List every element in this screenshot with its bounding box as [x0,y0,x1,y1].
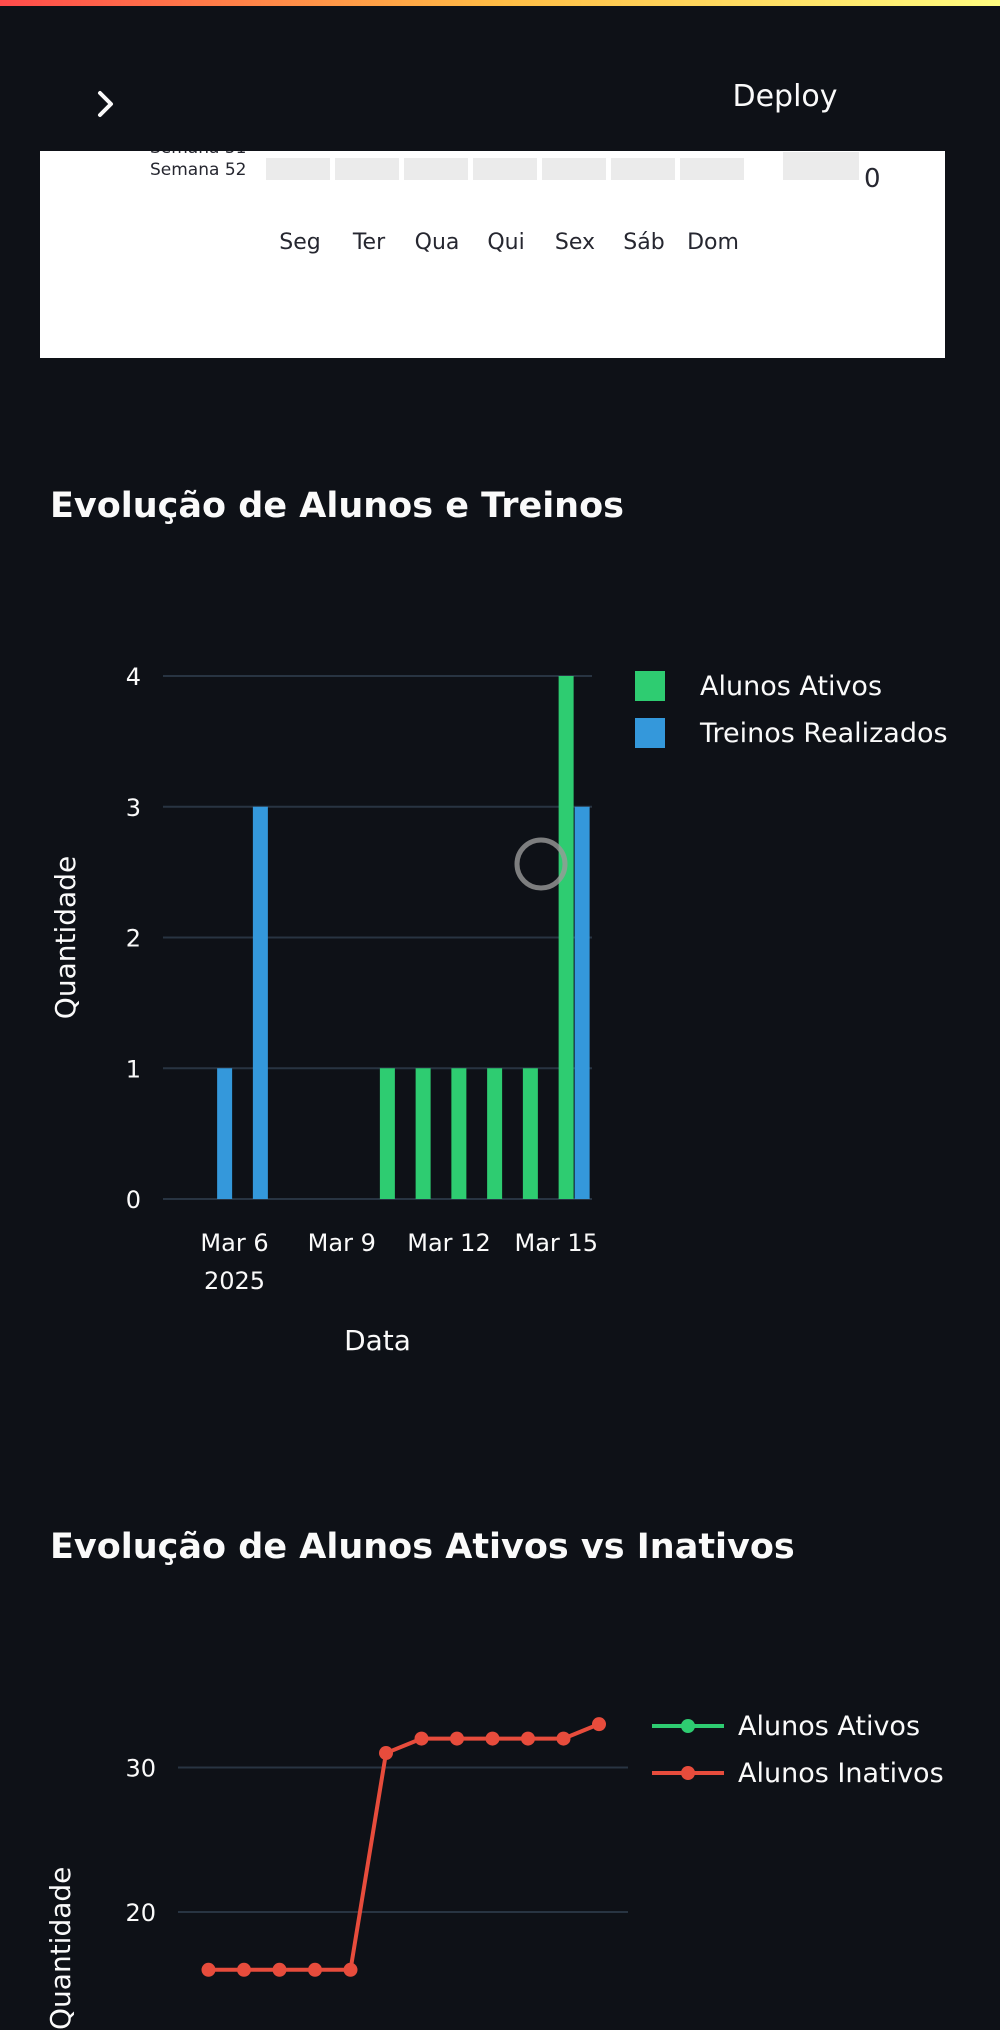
data-point [485,1731,500,1746]
legend-label: Treinos Realizados [699,718,948,749]
y-tick-label: 0 [126,1186,141,1214]
heatmap-colorscale [783,152,859,180]
heatmap-cell [611,158,675,180]
series-line [208,1722,600,1972]
heatmap-cell [404,158,468,180]
heatmap-cell [335,158,399,180]
x-tick-label: Mar 12 [407,1229,490,1257]
app-top-decoration [0,0,1000,6]
heatmap-day-label: Qui [487,230,525,255]
chart1-section-title: Evolução de Alunos e Treinos [50,486,624,526]
y-tick-label: 4 [126,663,141,691]
data-point [237,1962,251,1977]
bar [487,1068,503,1199]
weekly-heatmap-panel: Semana 51 Semana 52 0 Seg Ter Qua Qui Se… [40,138,945,358]
heatmap-day-label: Qua [414,230,460,255]
data-point [343,1962,358,1977]
y-tick-label: 30 [125,1755,156,1783]
legend-label: Alunos Ativos [700,671,882,702]
heatmap-cell [680,158,744,180]
heatmap-cell [473,158,537,180]
data-point [201,1962,216,1977]
heatmap-day-label: Sáb [623,230,665,255]
data-point [521,1731,535,1746]
data-point [414,1731,429,1746]
colorscale-tick-label: 0 [864,164,881,194]
heatmap-day-label: Sex [554,230,596,255]
chevron-right-icon [98,91,113,117]
x-tick-label: Mar 6 2025 [200,1229,268,1295]
heatmap-day-label: Seg [279,230,321,255]
heatmap-row-label: Semana 52 [150,160,247,180]
data-point [450,1731,464,1746]
data-point [379,1746,393,1761]
bar [574,806,590,1199]
legend-swatch [635,671,665,701]
bar [415,1068,431,1199]
bar [451,1068,467,1199]
y-tick-label: 3 [126,794,141,822]
bar [522,1068,538,1199]
data-point [556,1731,571,1746]
sidebar-expand-button[interactable] [86,84,126,124]
y-axis-title: Quantidade [44,1867,77,2030]
y-tick-label: 1 [126,1055,141,1083]
legend-marker [681,1719,695,1733]
app-header: Deploy [0,6,1000,151]
y-axis-title: Quantidade [49,856,82,1019]
legend-swatch [635,718,665,748]
data-point [308,1962,322,1977]
x-axis-title: Data [344,1324,411,1357]
deploy-button[interactable]: Deploy [732,78,838,114]
heatmap-day-label: Ter [352,230,386,255]
x-tick-label: Mar 9 [308,1229,376,1257]
legend-marker [681,1766,695,1780]
chart2-line-chart[interactable]: 20 30 Quantidade Alunos Ativos Alunos Inativ… [0,1660,1000,2030]
bar [558,676,574,1199]
legend-label: Alunos Inativos [738,1758,944,1789]
heatmap-cell [542,158,606,180]
data-point [592,1717,606,1732]
heatmap-day-label: Dom [687,230,739,255]
y-tick-label: 2 [126,925,141,953]
bar [217,1068,233,1199]
bar [252,806,268,1199]
legend-label: Alunos Ativos [738,1711,920,1742]
y-tick-label: 20 [125,1899,156,1927]
x-tick-label: Mar 15 [515,1229,598,1257]
chart1-bar-chart[interactable]: 0 1 2 3 4 Mar 6 2025 Mar 9 Mar 12 Mar 15 Data Quant… [0,620,1000,1380]
loading-spinner-icon [514,837,568,891]
heatmap-cell [266,158,330,180]
data-point [272,1962,287,1977]
bar [379,1068,395,1199]
chart2-section-title: Evolução de Alunos Ativos vs Inativos [50,1527,795,1567]
